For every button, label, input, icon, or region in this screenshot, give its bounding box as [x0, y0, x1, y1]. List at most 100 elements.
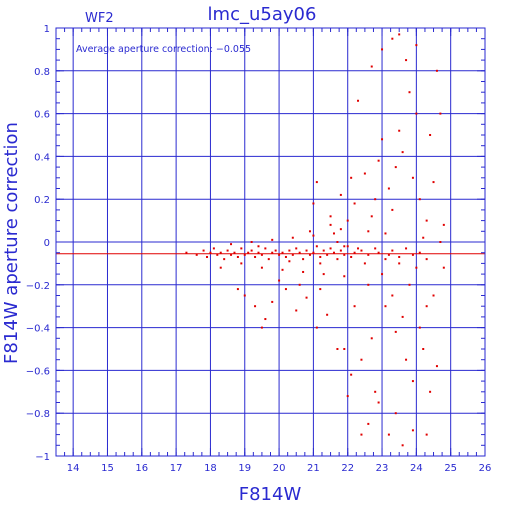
x-tick-label: 15 [101, 463, 114, 474]
data-point [240, 247, 242, 249]
data-point [409, 284, 411, 286]
data-point [316, 245, 318, 247]
data-point [347, 395, 349, 397]
data-point [309, 254, 311, 256]
data-point [439, 241, 441, 243]
data-point [299, 284, 301, 286]
data-point [354, 305, 356, 307]
data-point [271, 301, 273, 303]
average-annotation: Average aperture correction: −0.055 [76, 44, 251, 55]
data-point [412, 380, 414, 382]
data-point [391, 250, 393, 252]
x-tick-label: 22 [341, 463, 354, 474]
data-point [268, 258, 270, 260]
data-point [371, 66, 373, 68]
panel-label: WF2 [85, 11, 114, 26]
data-point [395, 331, 397, 333]
data-point [391, 295, 393, 297]
data-point [285, 256, 287, 258]
data-point [288, 260, 290, 262]
data-point [402, 444, 404, 446]
data-point [412, 429, 414, 431]
data-point [426, 258, 428, 260]
data-point [422, 348, 424, 350]
data-point [398, 33, 400, 35]
x-tick-label: 18 [204, 463, 217, 474]
data-point [330, 215, 332, 217]
gridlines [56, 28, 485, 456]
data-point [282, 252, 284, 254]
data-point [354, 252, 356, 254]
data-point [429, 391, 431, 393]
data-point [257, 252, 259, 254]
data-point [371, 337, 373, 339]
data-point [213, 247, 215, 249]
data-point [388, 254, 390, 256]
data-point [299, 252, 301, 254]
data-point [312, 235, 314, 237]
x-tick-label: 16 [135, 463, 148, 474]
data-point [312, 252, 314, 254]
data-point [264, 247, 266, 249]
data-point [378, 160, 380, 162]
data-point [398, 262, 400, 264]
data-point [319, 256, 321, 258]
data-point [443, 267, 445, 269]
data-point [316, 327, 318, 329]
data-point [354, 202, 356, 204]
data-point [426, 220, 428, 222]
data-point [285, 288, 287, 290]
data-point [288, 250, 290, 252]
data-point [340, 194, 342, 196]
data-point [343, 245, 345, 247]
data-point [402, 316, 404, 318]
data-point [340, 228, 342, 230]
data-point [323, 273, 325, 275]
data-point [254, 305, 256, 307]
data-point [426, 434, 428, 436]
data-point [433, 181, 435, 183]
x-tick-label: 23 [376, 463, 389, 474]
y-tick-label: −0.2 [26, 281, 50, 292]
data-point [388, 188, 390, 190]
data-point [237, 256, 239, 258]
data-point [326, 254, 328, 256]
data-point [336, 348, 338, 350]
data-point [233, 252, 235, 254]
data-point [319, 262, 321, 264]
x-tick-label: 25 [444, 463, 457, 474]
data-point [409, 91, 411, 93]
data-point [367, 423, 369, 425]
data-point [350, 256, 352, 258]
x-tick-label: 26 [479, 463, 492, 474]
data-point [254, 256, 256, 258]
data-point [364, 262, 366, 264]
data-point [220, 267, 222, 269]
data-point [433, 295, 435, 297]
data-point [261, 267, 263, 269]
data-point [282, 269, 284, 271]
data-point [247, 252, 249, 254]
y-tick-label: 0.8 [34, 67, 50, 78]
data-point [405, 359, 407, 361]
data-point [395, 412, 397, 414]
data-point [264, 318, 266, 320]
data-point [381, 48, 383, 50]
data-point [443, 224, 445, 226]
data-point [275, 250, 277, 252]
data-point [295, 247, 297, 249]
data-point [343, 254, 345, 256]
data-point [439, 113, 441, 115]
data-point [216, 254, 218, 256]
data-point [323, 250, 325, 252]
data-point [381, 273, 383, 275]
data-point [333, 252, 335, 254]
data-point [257, 245, 259, 247]
data-point [360, 250, 362, 252]
data-point [391, 38, 393, 40]
y-tick-label: 0.4 [34, 152, 50, 163]
data-point [292, 237, 294, 239]
data-point [405, 247, 407, 249]
y-tick-label: 0.6 [34, 110, 50, 121]
x-tick-label: 20 [273, 463, 286, 474]
